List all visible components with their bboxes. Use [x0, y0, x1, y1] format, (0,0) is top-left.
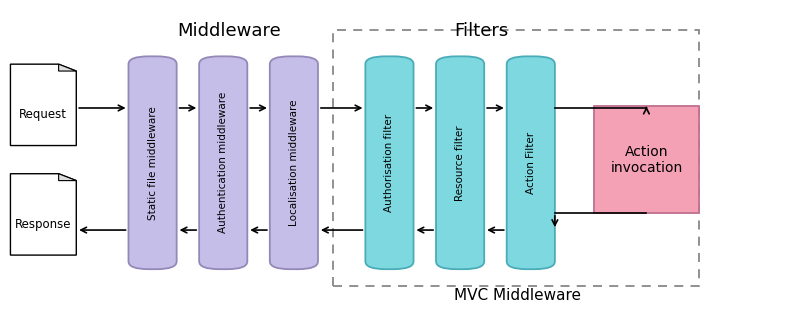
FancyBboxPatch shape — [365, 56, 413, 269]
FancyBboxPatch shape — [269, 56, 318, 269]
Text: Action Filter: Action Filter — [525, 132, 535, 194]
Text: Authentication middleware: Authentication middleware — [218, 92, 228, 233]
FancyBboxPatch shape — [435, 56, 484, 269]
FancyBboxPatch shape — [506, 56, 554, 269]
Text: Middleware: Middleware — [176, 22, 281, 40]
Text: Authorisation filter: Authorisation filter — [384, 114, 394, 212]
FancyBboxPatch shape — [199, 56, 247, 269]
Text: Request: Request — [19, 108, 67, 121]
Polygon shape — [59, 64, 76, 71]
Text: Response: Response — [15, 218, 71, 231]
Polygon shape — [10, 64, 76, 146]
Text: Localisation middleware: Localisation middleware — [289, 100, 298, 226]
Text: Action
invocation: Action invocation — [610, 145, 682, 175]
Text: Resource filter: Resource filter — [455, 125, 464, 201]
FancyBboxPatch shape — [128, 56, 176, 269]
Polygon shape — [10, 174, 76, 255]
Text: Filters: Filters — [454, 22, 508, 40]
FancyBboxPatch shape — [593, 106, 698, 213]
Text: MVC Middleware: MVC Middleware — [454, 288, 581, 303]
Polygon shape — [59, 174, 76, 181]
Text: Static file middleware: Static file middleware — [148, 106, 157, 220]
